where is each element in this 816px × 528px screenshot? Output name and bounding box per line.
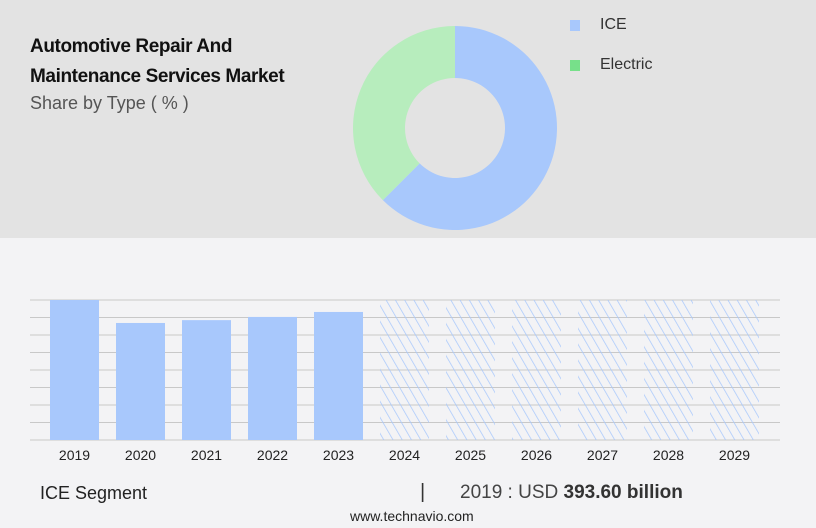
bar-forecast-2028 — [644, 300, 693, 440]
donut-slice-electric — [353, 26, 455, 201]
bar-2021 — [182, 320, 231, 440]
bar-forecast-2029 — [710, 300, 759, 440]
x-tick-label: 2024 — [389, 447, 420, 463]
bar-forecast-2025 — [446, 300, 495, 440]
segment-label: ICE Segment — [40, 483, 148, 503]
bar-forecast-2027 — [578, 300, 627, 440]
bar-2020 — [116, 322, 165, 440]
separator: | — [420, 481, 426, 503]
source-link: www.technavio.com — [350, 508, 474, 524]
x-tick-label: 2021 — [191, 447, 222, 463]
title-line-2: Maintenance Services Market — [30, 66, 285, 87]
x-tick-label: 2022 — [257, 447, 288, 463]
x-tick-label: 2023 — [323, 447, 354, 463]
bar-2019 — [50, 300, 99, 440]
legend-label: Electric — [600, 56, 653, 73]
x-tick-label: 2019 — [59, 447, 90, 463]
bar-2022 — [248, 316, 297, 440]
legend-item-electric: Electric — [570, 56, 652, 74]
bar-2023 — [314, 311, 363, 440]
title-line-1: Automotive Repair And — [30, 36, 233, 57]
legend-label: ICE — [600, 16, 627, 33]
value-prefix: 2019 : USD — [460, 482, 559, 503]
legend-swatch-electric — [570, 59, 580, 71]
x-tick-label: 2026 — [521, 447, 552, 463]
x-tick-label: 2028 — [653, 447, 684, 463]
bar-forecast-2024 — [380, 300, 429, 440]
legend-swatch-ice — [570, 19, 580, 31]
chart-subtitle: Share by Type ( % ) — [30, 93, 189, 113]
value-amount: 393.60 billion — [563, 482, 683, 503]
legend-item-ice: ICE — [570, 16, 627, 34]
bar-forecast-2026 — [512, 300, 561, 440]
chart-title: Automotive Repair And Maintenance Service… — [30, 32, 285, 92]
x-tick-label: 2029 — [719, 447, 750, 463]
x-tick-label: 2027 — [587, 447, 618, 463]
x-tick-label: 2020 — [125, 447, 156, 463]
donut-slice-ice — [382, 26, 557, 230]
segment-value: 2019 : USD 393.60 billion — [460, 482, 683, 504]
x-tick-label: 2025 — [455, 447, 486, 463]
